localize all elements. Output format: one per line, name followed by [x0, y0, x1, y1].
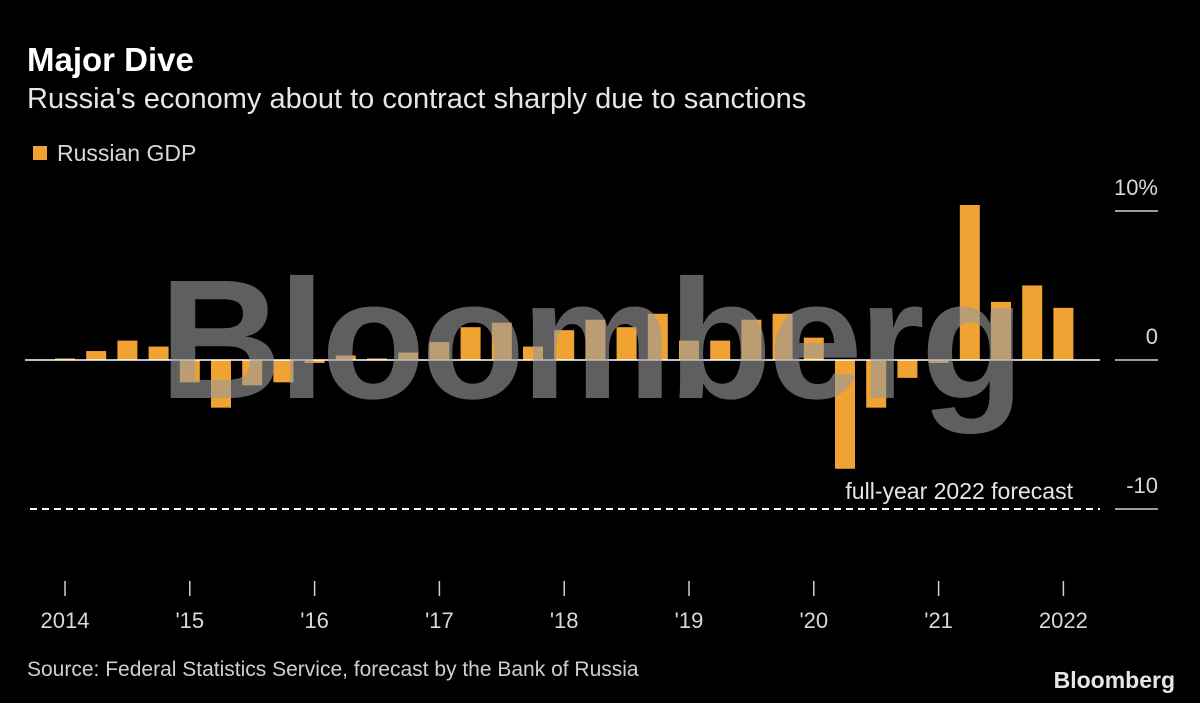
x-tick-label: 2014 [41, 608, 90, 633]
bar [273, 359, 294, 383]
bar [429, 342, 450, 360]
bar [679, 340, 699, 360]
bar [398, 352, 419, 360]
x-tick-label: '19 [675, 608, 704, 633]
source: Source: Federal Statistics Service, fore… [27, 658, 639, 681]
y-tick-label: -10 [1126, 473, 1158, 498]
bar [523, 346, 543, 360]
bar [335, 355, 356, 360]
bar [460, 327, 481, 360]
chart-title: Major Dive [27, 41, 194, 78]
bar [866, 359, 887, 408]
bar [211, 359, 231, 408]
bar [242, 359, 263, 386]
legend-swatch [33, 146, 47, 160]
bar [1053, 307, 1074, 360]
bar [928, 359, 949, 363]
bar [959, 204, 980, 360]
x-tick-label: '16 [300, 608, 329, 633]
bar [86, 351, 107, 360]
x-tick-label: '15 [175, 608, 204, 633]
bar [741, 319, 762, 360]
x-tick-label: '17 [425, 608, 454, 633]
bar [117, 340, 138, 360]
reference-label: full-year 2022 forecast [845, 478, 1073, 504]
bar [803, 337, 824, 360]
bar [772, 313, 793, 360]
bar [710, 340, 731, 360]
legend-label: Russian GDP [57, 140, 196, 166]
bar [835, 359, 855, 469]
watermark: Bloomberg [159, 245, 1020, 435]
bar [304, 359, 325, 363]
brand-logo: Bloomberg [1054, 667, 1175, 693]
bar [647, 313, 668, 360]
bar [491, 322, 512, 360]
bar [897, 359, 918, 378]
x-tick-label: '18 [550, 608, 579, 633]
x-tick-label: '20 [799, 608, 828, 633]
bar [179, 359, 200, 383]
chart-subtitle: Russia's economy about to contract sharp… [27, 83, 806, 115]
bar [991, 301, 1011, 360]
bar [1022, 285, 1043, 360]
bar [554, 330, 575, 360]
y-tick-label: 0 [1146, 324, 1158, 349]
x-tick-label: 2022 [1039, 608, 1088, 633]
x-tick-label: '21 [924, 608, 953, 633]
bar [616, 327, 637, 360]
y-tick-label: 10% [1114, 175, 1158, 200]
bar [585, 319, 606, 360]
bar [148, 346, 169, 360]
